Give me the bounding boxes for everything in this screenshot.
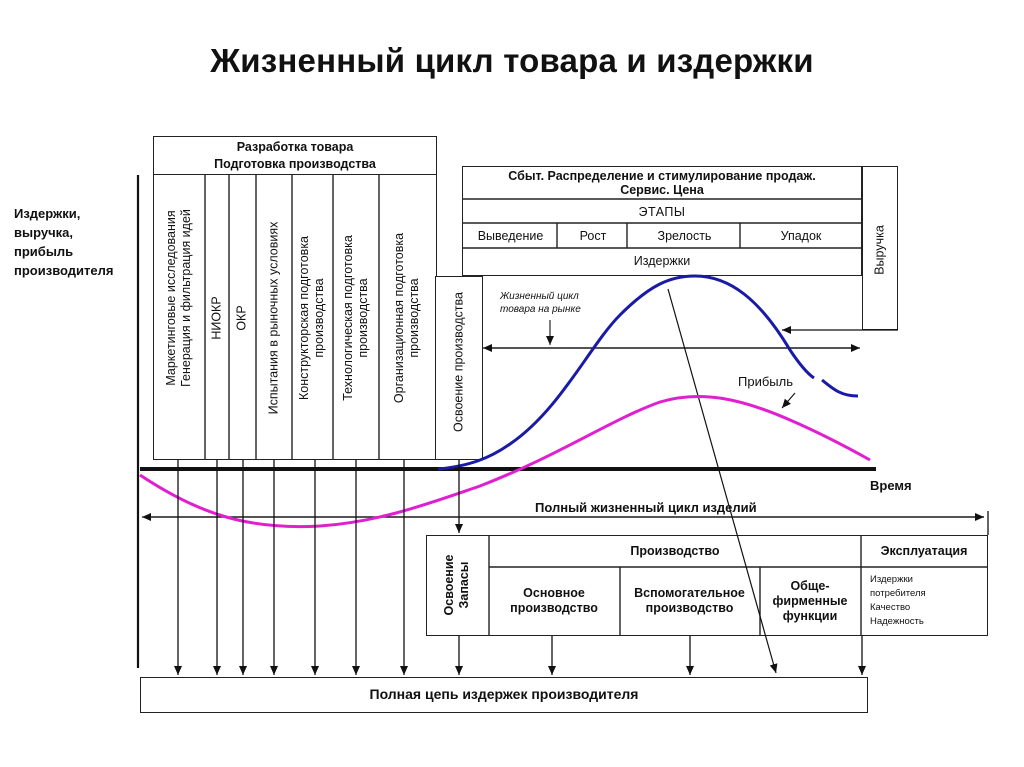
consumer-item: Издержки	[870, 574, 913, 585]
corporate-functions-line: Обще-	[790, 578, 830, 593]
dev-column-tech-prep: Технологическая подготовка производства	[341, 235, 371, 401]
full-cycle-label: Полный жизненный цикл изделий	[535, 500, 757, 515]
main-production-line: производство	[510, 601, 598, 615]
operation-header: Эксплуатация	[880, 544, 968, 558]
y-axis-label-line: выручка,	[14, 225, 73, 240]
revenue-box	[862, 166, 898, 330]
dev-column-okr: ОКР	[235, 305, 250, 330]
dev-column-design-prep: Конструкторская подготовка производства	[297, 236, 327, 400]
profit-label: Прибыль	[738, 374, 793, 389]
development-columns-box	[153, 174, 437, 460]
dev-column-line: Организационная подготовка	[392, 232, 406, 404]
market-cycle-label-line: товара на рынке	[500, 304, 581, 315]
aux-production-cell: Вспомогательное производство	[620, 568, 759, 634]
sales-header-line2: Сервис. Цена	[620, 183, 704, 197]
y-axis-label-line: Издержки,	[14, 206, 81, 221]
full-chain-label: Полная цепь издержек производителя	[369, 685, 639, 702]
dev-column-market-tests: Испытания в рыночных условиях	[267, 222, 282, 415]
consumer-item: Надежность	[870, 616, 924, 627]
full-chain-box	[140, 677, 868, 713]
dev-column-line: ОКР	[234, 305, 249, 331]
main-production-line: Основное	[523, 586, 585, 600]
dev-column-line: Испытания в рыночных условиях	[266, 221, 281, 415]
aux-production-line: Вспомогательное	[634, 586, 745, 600]
y-axis-label: Издержки, выручка, прибыль производителя	[14, 204, 113, 280]
sales-table: Сбыт. Распределение и стимулирование про…	[462, 166, 862, 276]
dev-column-line: Генерация и фильтрация идей	[179, 209, 193, 387]
dev-column-line: Конструкторская подготовка	[297, 235, 311, 401]
bottom-table	[426, 535, 988, 636]
y-axis-label-line: производителя	[14, 263, 114, 278]
profit-pointer	[781, 392, 796, 409]
corporate-functions-line: фирменные	[772, 593, 848, 608]
consumer-items: Издержки потребителя Качество Надежность	[870, 573, 926, 629]
dev-column-line: производства	[312, 278, 326, 358]
sales-table-lines	[462, 198, 862, 249]
y-axis-label-line: прибыль	[14, 244, 74, 259]
dev-column-line: Маркетинговые исследования	[164, 210, 178, 386]
production-header: Производство	[630, 544, 720, 558]
stage-introduction: Выведение	[477, 228, 544, 243]
costs-label: Издержки	[633, 253, 691, 268]
consumer-item: Качество	[870, 602, 911, 613]
dev-column-org-prep: Организационная подготовка производства	[392, 233, 422, 403]
stage-maturity: Зрелость	[657, 228, 712, 243]
stages-title: ЭТАПЫ	[638, 204, 686, 219]
development-header-line1: Разработка товара	[236, 140, 354, 154]
profit-curve	[139, 394, 871, 529]
market-cycle-label-line: Жизненный цикл	[500, 291, 579, 302]
sales-header-line1: Сбыт. Распределение и стимулирование про…	[508, 169, 816, 183]
development-header-line2: Подготовка производства	[214, 157, 376, 171]
aux-production-line: производство	[645, 601, 734, 615]
dev-column-marketing: Маркетинговые исследования Генерация и ф…	[164, 209, 194, 387]
dev-column-line: НИОКР	[209, 296, 224, 340]
dev-column-line: производства	[407, 278, 421, 358]
stage-decline: Упадок	[780, 228, 822, 243]
revenue-curve	[437, 274, 859, 471]
costs-diagonal-arrow	[667, 288, 778, 674]
page-title: Жизненный цикл товара и издержки	[210, 42, 814, 79]
main-production-cell: Основное производство	[489, 568, 619, 634]
development-column-dividers	[204, 174, 380, 460]
dev-column-line: Технологическая подготовка	[341, 235, 355, 401]
market-cycle-label: Жизненный цикл товара на рынке	[500, 290, 581, 316]
corporate-functions-line: функции	[782, 608, 838, 623]
corporate-functions-cell: Обще- фирменные функции	[760, 568, 860, 634]
stage-growth: Рост	[579, 228, 607, 243]
bottom-table-lines	[488, 535, 988, 636]
time-axis-label: Время	[870, 478, 912, 493]
cost-arrows	[174, 460, 866, 675]
dev-column-niokr: НИОКР	[210, 296, 225, 339]
dev-column-line: производства	[356, 278, 370, 358]
mastering-column-box	[435, 276, 483, 460]
consumer-item: потребителя	[870, 588, 926, 599]
